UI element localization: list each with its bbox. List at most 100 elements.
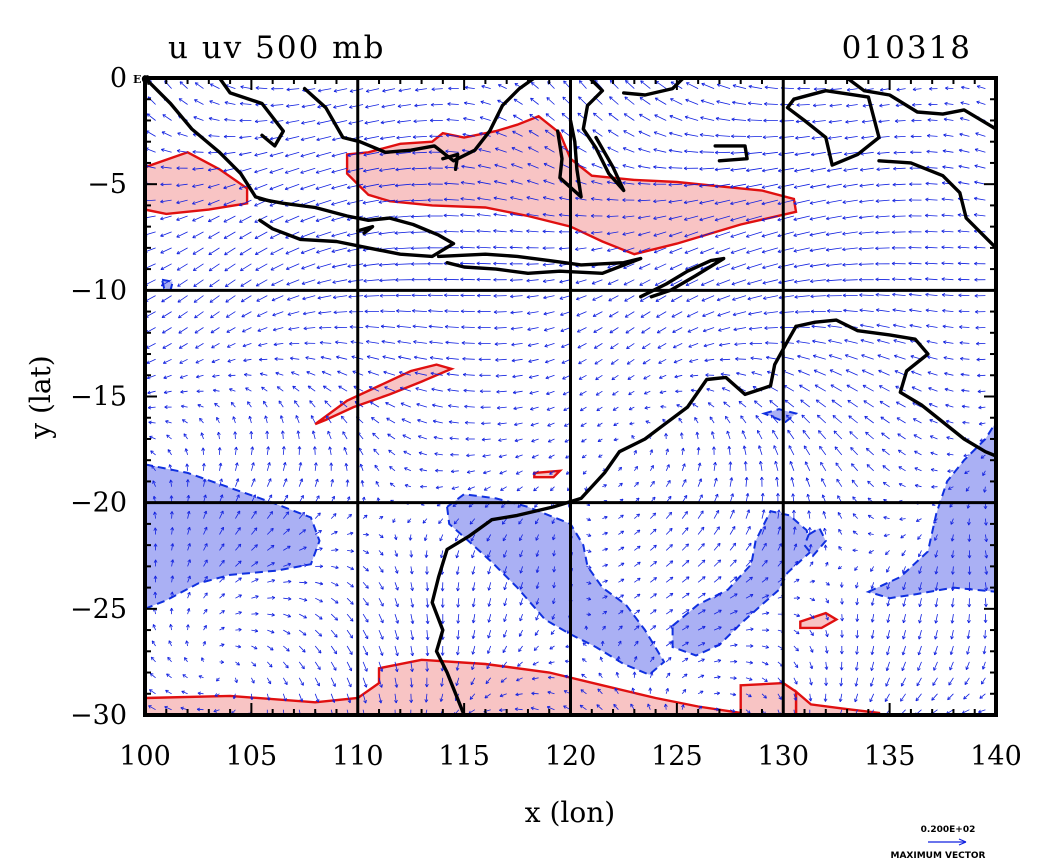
- wind-vector: [427, 198, 443, 202]
- wind-vector: [263, 400, 268, 408]
- wind-vector: [410, 246, 427, 251]
- wind-vector: [629, 421, 635, 426]
- wind-vector: [925, 277, 938, 281]
- wind-vector: [908, 245, 922, 250]
- wind-vector: [223, 231, 236, 239]
- wind-vector: [493, 261, 507, 266]
- wind-vector: [179, 81, 188, 89]
- wind-vector: [463, 388, 475, 393]
- x-axis-title: x (lon): [525, 796, 615, 829]
- wind-vector: [762, 135, 778, 140]
- wind-vector: [974, 293, 986, 298]
- wind-vector: [893, 166, 906, 171]
- wind-vector: [528, 374, 539, 379]
- wind-vector: [579, 406, 587, 412]
- wind-vector: [208, 116, 220, 121]
- wind-vector: [447, 102, 459, 106]
- wind-vector: [542, 279, 555, 283]
- wind-vector: [232, 416, 236, 424]
- wind-vector: [233, 431, 238, 440]
- wind-vector: [809, 215, 826, 221]
- wind-vectors: [145, 79, 989, 715]
- wind-vector: [669, 263, 683, 270]
- wind-vector: [479, 389, 491, 394]
- wind-vector: [318, 325, 332, 330]
- wind-vector: [975, 132, 986, 137]
- wind-vector: [609, 96, 619, 105]
- wind-vector: [578, 96, 587, 105]
- wind-vector: [714, 215, 731, 222]
- wind-vector: [560, 311, 571, 316]
- wind-vector: [163, 390, 172, 395]
- wind-vector: [943, 133, 954, 138]
- wind-vector: [160, 182, 172, 187]
- wind-vector: [316, 120, 332, 125]
- wind-vector: [608, 112, 619, 121]
- wind-vector: [445, 356, 459, 361]
- wind-vector: [595, 390, 603, 396]
- wind-vector: [845, 369, 858, 376]
- wind-vector: [367, 370, 380, 376]
- wind-vector: [413, 119, 427, 124]
- wind-vector: [778, 295, 794, 300]
- wind-vector: [207, 167, 220, 172]
- wind-vector: [294, 400, 300, 408]
- wind-vector: [476, 212, 491, 217]
- wind-vector: [394, 183, 411, 188]
- wind-vector: [431, 87, 443, 92]
- wind-vector: [825, 215, 842, 221]
- wind-vector: [411, 182, 427, 187]
- wind-vector: [715, 263, 731, 270]
- wind-vector: [928, 387, 938, 392]
- wind-vector: [797, 369, 810, 376]
- wind-vector: [592, 311, 603, 317]
- wind-vector: [309, 400, 316, 408]
- wind-vector: [653, 148, 667, 153]
- wind-vector: [814, 384, 827, 392]
- wind-vector: [592, 129, 603, 137]
- wind-vector: [924, 229, 938, 234]
- wind-vector: [961, 388, 970, 393]
- wind-vector: [714, 167, 731, 172]
- wind-vector: [448, 420, 459, 424]
- wind-vector: [176, 215, 188, 221]
- wind-vector: [462, 372, 475, 377]
- wind-vector: [476, 261, 491, 266]
- wind-vector: [369, 401, 380, 408]
- wind-vector: [271, 86, 284, 91]
- wind-vector: [974, 261, 986, 266]
- wind-vector: [748, 84, 763, 89]
- wind-vector: [512, 114, 523, 121]
- wind-vector: [828, 354, 842, 360]
- wind-vector: [675, 389, 683, 394]
- wind-vector: [545, 374, 555, 380]
- wind-vector: [447, 388, 459, 392]
- wind-vector: [315, 231, 332, 238]
- wind-vector: [347, 151, 364, 158]
- wind-vector: [610, 358, 619, 365]
- wind-vector: [730, 183, 747, 189]
- wind-vector: [256, 295, 268, 302]
- wind-vector: [653, 182, 667, 187]
- wind-vector: [239, 135, 252, 140]
- wind-vector: [606, 197, 619, 202]
- wind-vector: [926, 324, 938, 328]
- wind-vector: [224, 101, 236, 105]
- wind-vector: [777, 199, 794, 206]
- wind-vector: [717, 311, 731, 317]
- wind-vector: [559, 279, 571, 284]
- wind-vector: [797, 86, 810, 91]
- wind-vector: [146, 358, 156, 364]
- wind-vector: [511, 342, 523, 347]
- wind-vector: [945, 86, 954, 91]
- wind-vector: [794, 279, 810, 284]
- wind-vector: [623, 279, 635, 286]
- wind-vector: [216, 416, 220, 424]
- wind-vector: [842, 293, 858, 298]
- wind-vector: [160, 215, 172, 221]
- wind-vector: [289, 356, 300, 361]
- wind-vector: [761, 247, 779, 254]
- wind-vector: [638, 247, 651, 253]
- wind-vector: [546, 406, 555, 411]
